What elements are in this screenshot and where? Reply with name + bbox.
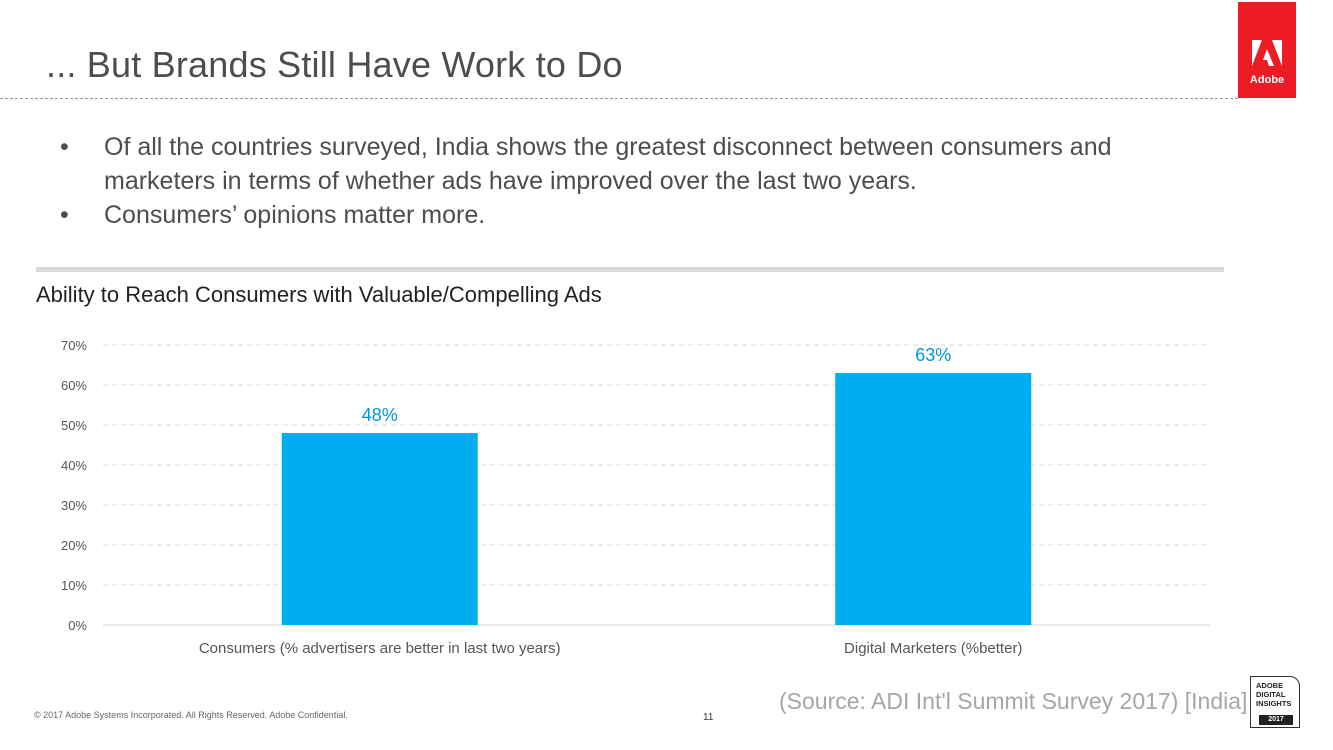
adobe-logo-icon — [1252, 40, 1282, 66]
bullet-dot: • — [60, 201, 69, 229]
badge-line: INSIGHTS — [1256, 699, 1292, 708]
bullet-item: • Of all the countries surveyed, India s… — [60, 130, 1180, 198]
adobe-digital-insights-badge: ADOBE DIGITAL INSIGHTS 2017 — [1250, 676, 1300, 728]
bar — [835, 373, 1032, 625]
badge-line: ADOBE — [1256, 681, 1284, 690]
bar-chart: 0% 10% 20% 30% 40% 50% 60% 70% 48% Consumers (% a… — [61, 338, 1210, 657]
y-tick-label: 20% — [61, 538, 87, 553]
logo-wordmark: Adobe — [1249, 74, 1285, 86]
y-tick-label: 60% — [61, 378, 87, 393]
y-tick-label: 50% — [61, 418, 87, 433]
bullet-item: • Consumers’ opinions matter more. — [60, 198, 1180, 232]
data-label: 63% — [915, 345, 951, 365]
bullet-text: Of all the countries surveyed, India sho… — [104, 133, 1112, 195]
x-tick-label: Consumers (% advertisers are better in l… — [199, 640, 561, 657]
adobe-logo: Adobe — [1238, 2, 1296, 98]
y-tick-label: 10% — [61, 578, 87, 593]
y-tick-label: 70% — [61, 338, 87, 353]
y-tick-label: 30% — [61, 498, 87, 513]
y-tick-label: 0% — [68, 618, 87, 633]
bullet-list: • Of all the countries surveyed, India s… — [60, 130, 1180, 232]
copyright-notice: © 2017 Adobe Systems Incorporated. All R… — [34, 710, 348, 720]
title-divider — [0, 98, 1238, 99]
page-number: 11 — [703, 712, 714, 723]
badge-line: DIGITAL — [1256, 690, 1286, 699]
source-note: (Source: ADI Int'l Summit Survey 2017) [… — [779, 688, 1248, 714]
bar — [281, 433, 478, 625]
data-label: 48% — [362, 405, 398, 425]
bullet-dot: • — [60, 133, 69, 161]
x-tick-label: Digital Marketers (%better) — [844, 640, 1022, 657]
badge-year: 2017 — [1259, 715, 1293, 725]
y-tick-label: 40% — [61, 458, 87, 473]
bullet-text: Consumers’ opinions matter more. — [104, 201, 486, 229]
chart-title: Ability to Reach Consumers with Valuable… — [36, 282, 602, 307]
section-divider — [36, 267, 1224, 272]
slide-title: ... But Brands Still Have Work to Do — [46, 44, 623, 85]
